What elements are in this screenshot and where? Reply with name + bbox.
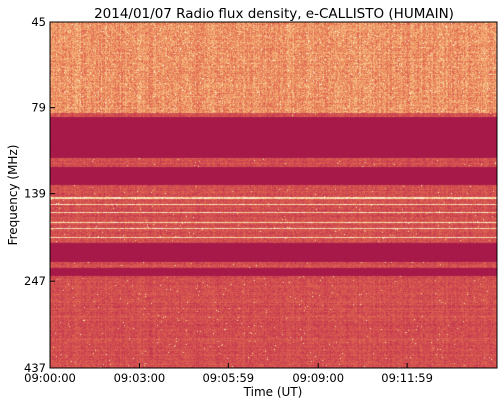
plot-frame <box>49 21 498 369</box>
spectrogram-heatmap <box>50 22 497 368</box>
x-tick-label: 09:05:59 <box>202 371 254 385</box>
y-tick-label: 247 <box>24 274 46 288</box>
chart-title: 2014/01/07 Radio flux density, e-CALLIST… <box>94 6 454 22</box>
x-tick-label: 09:00:00 <box>24 371 76 385</box>
x-tick-label: 09:11:59 <box>381 371 433 385</box>
x-axis: 09:00:00 09:03:00 09:05:59 09:09:00 09:11:59 <box>24 363 433 385</box>
x-tick-label: 09:03:00 <box>114 371 166 385</box>
y-tick-label: 45 <box>31 15 46 29</box>
y-tick-label: 139 <box>24 187 46 201</box>
x-axis-label: Time (UT) <box>243 385 303 399</box>
spectrogram-plot <box>49 21 498 369</box>
y-axis-label: Frequency (MHz) <box>6 145 20 246</box>
y-tick-label: 437 <box>24 361 46 375</box>
y-axis: 45 79 139 247 437 <box>24 15 55 375</box>
x-tick-label: 09:09:00 <box>292 371 344 385</box>
y-tick-label: 79 <box>31 101 46 115</box>
